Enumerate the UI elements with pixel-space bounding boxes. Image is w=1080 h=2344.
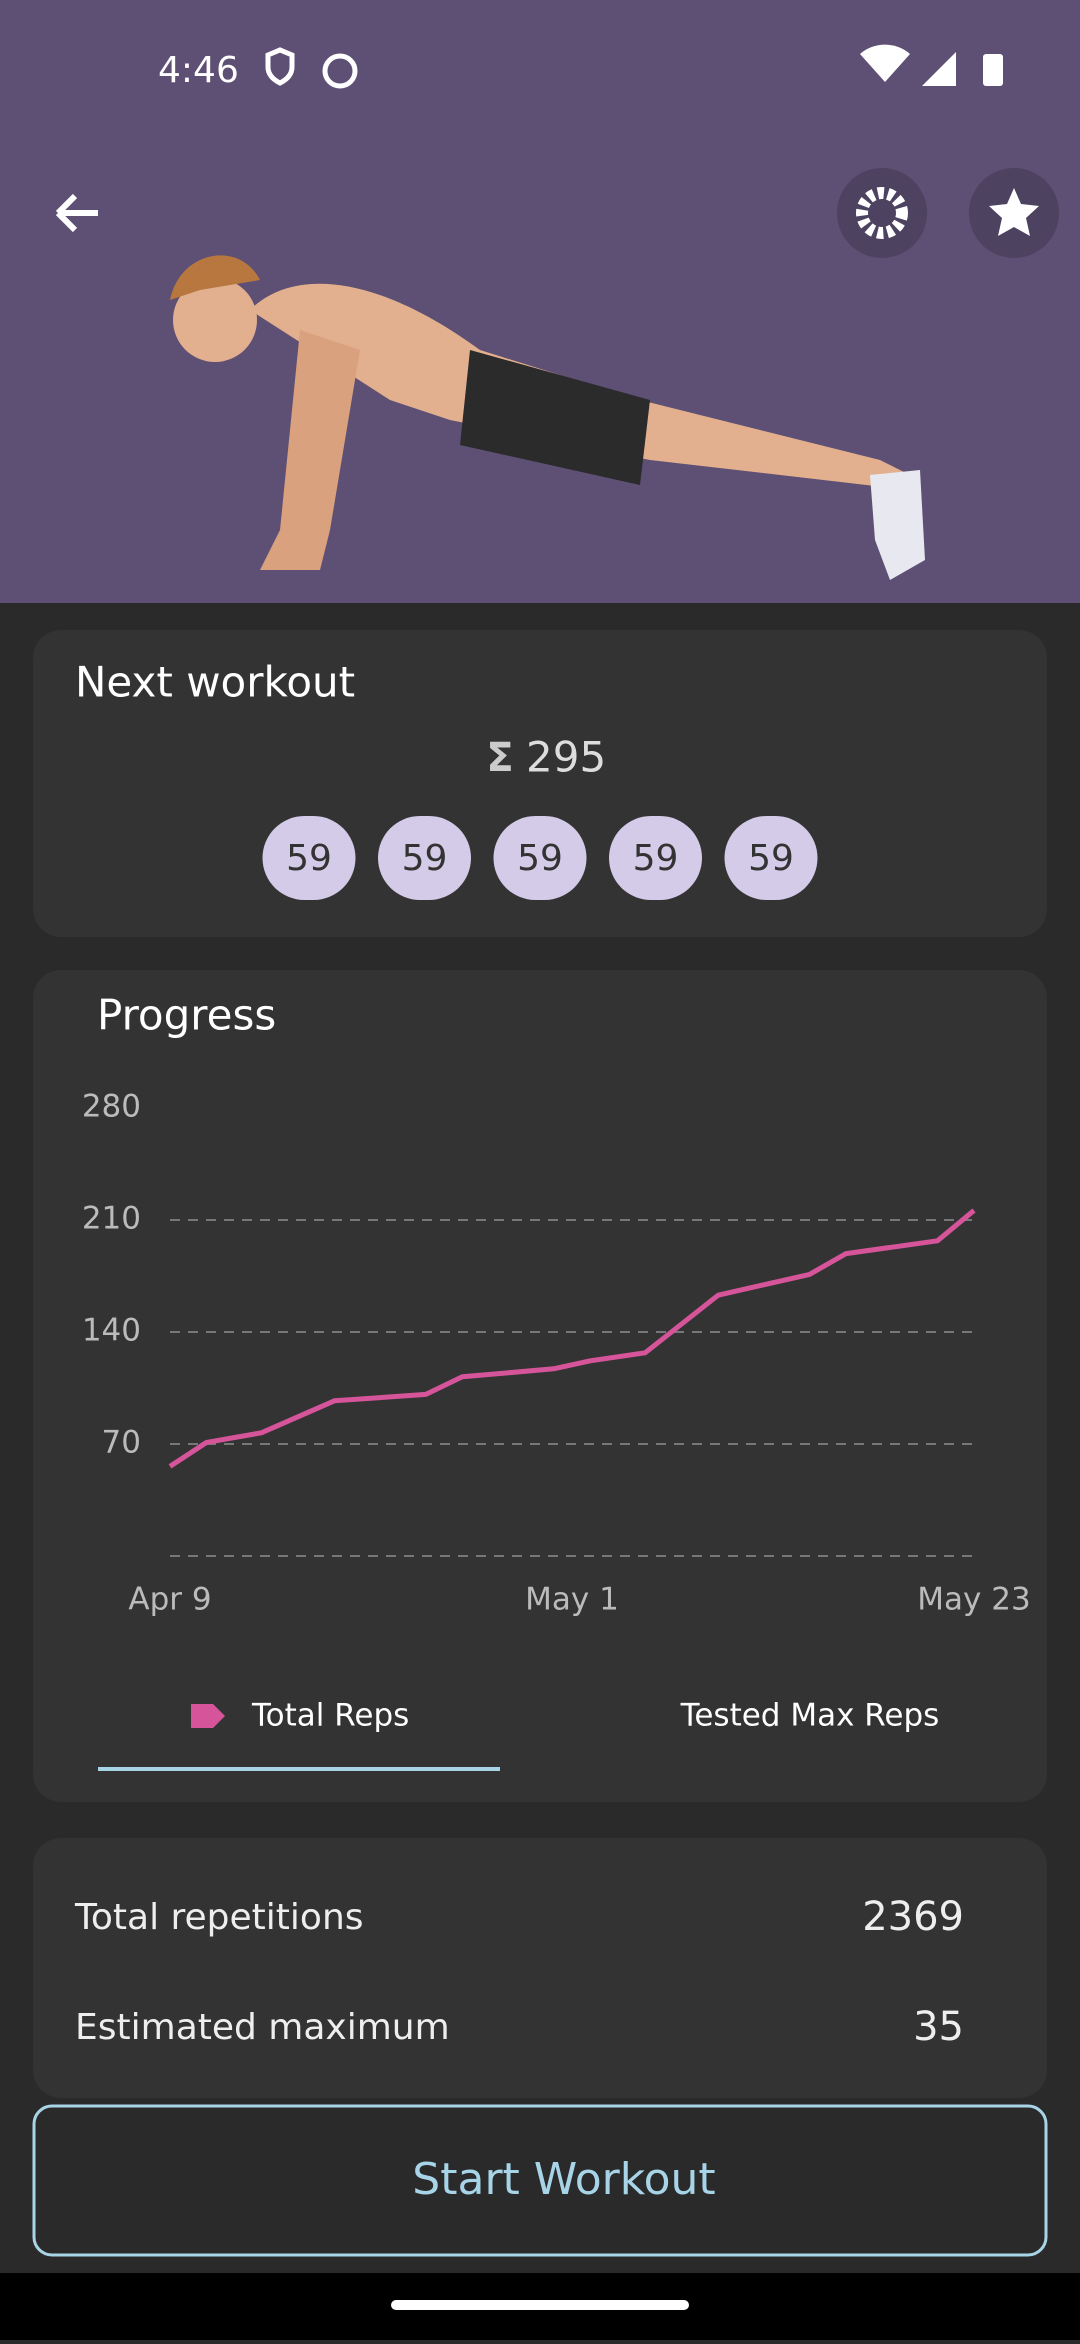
set-reps: 59 — [633, 838, 679, 879]
status-time: 4:46 — [158, 50, 239, 91]
sum-symbol: Σ — [486, 735, 513, 781]
set-pill — [724, 816, 818, 900]
progress-card — [33, 970, 1047, 1802]
start-button[interactable] — [32, 2104, 1048, 2257]
y-tick-label: 140 — [82, 1313, 141, 1349]
set-pill — [493, 816, 587, 900]
set-pill — [262, 816, 356, 900]
start-button-label: Start Workout — [412, 2154, 715, 2205]
set-reps: 59 — [402, 838, 448, 879]
home-indicator — [391, 2300, 689, 2310]
chart-title: Progress — [97, 991, 276, 1040]
y-tick-label: 280 — [82, 1089, 141, 1125]
y-tick-label: 70 — [102, 1425, 141, 1461]
stat-label: Total repetitions — [74, 1897, 364, 1938]
tab-underline — [98, 1767, 500, 1771]
legend-swatch — [191, 1704, 225, 1728]
favorite-button[interactable] — [969, 168, 1059, 258]
x-tick-label: May 23 — [917, 1582, 1030, 1618]
set-reps: 59 — [286, 838, 332, 879]
sum-value: 295 — [526, 733, 606, 782]
legend-label: Total Reps — [251, 1698, 409, 1734]
back-button[interactable] — [55, 193, 98, 233]
data-line — [168, 1208, 976, 1469]
x-tick-label: May 1 — [525, 1582, 619, 1618]
stat-label: Estimated maximum — [75, 2007, 450, 2048]
set-reps: 59 — [517, 838, 563, 879]
stats-card — [33, 1838, 1047, 2098]
stat-value: 2369 — [862, 1894, 964, 1940]
set-pill — [378, 816, 471, 900]
x-tick-label: Apr 9 — [128, 1582, 211, 1618]
card-title: Next workout — [75, 658, 355, 707]
set-reps: 59 — [748, 838, 794, 879]
status-icons — [265, 44, 1003, 89]
y-tick-label: 210 — [82, 1201, 141, 1237]
exercise-illustration — [170, 255, 925, 580]
stat-value: 35 — [913, 2004, 964, 2050]
set-pill — [609, 816, 702, 900]
tab-label: Tested Max Reps — [680, 1698, 940, 1734]
settings-button[interactable] — [837, 168, 927, 258]
